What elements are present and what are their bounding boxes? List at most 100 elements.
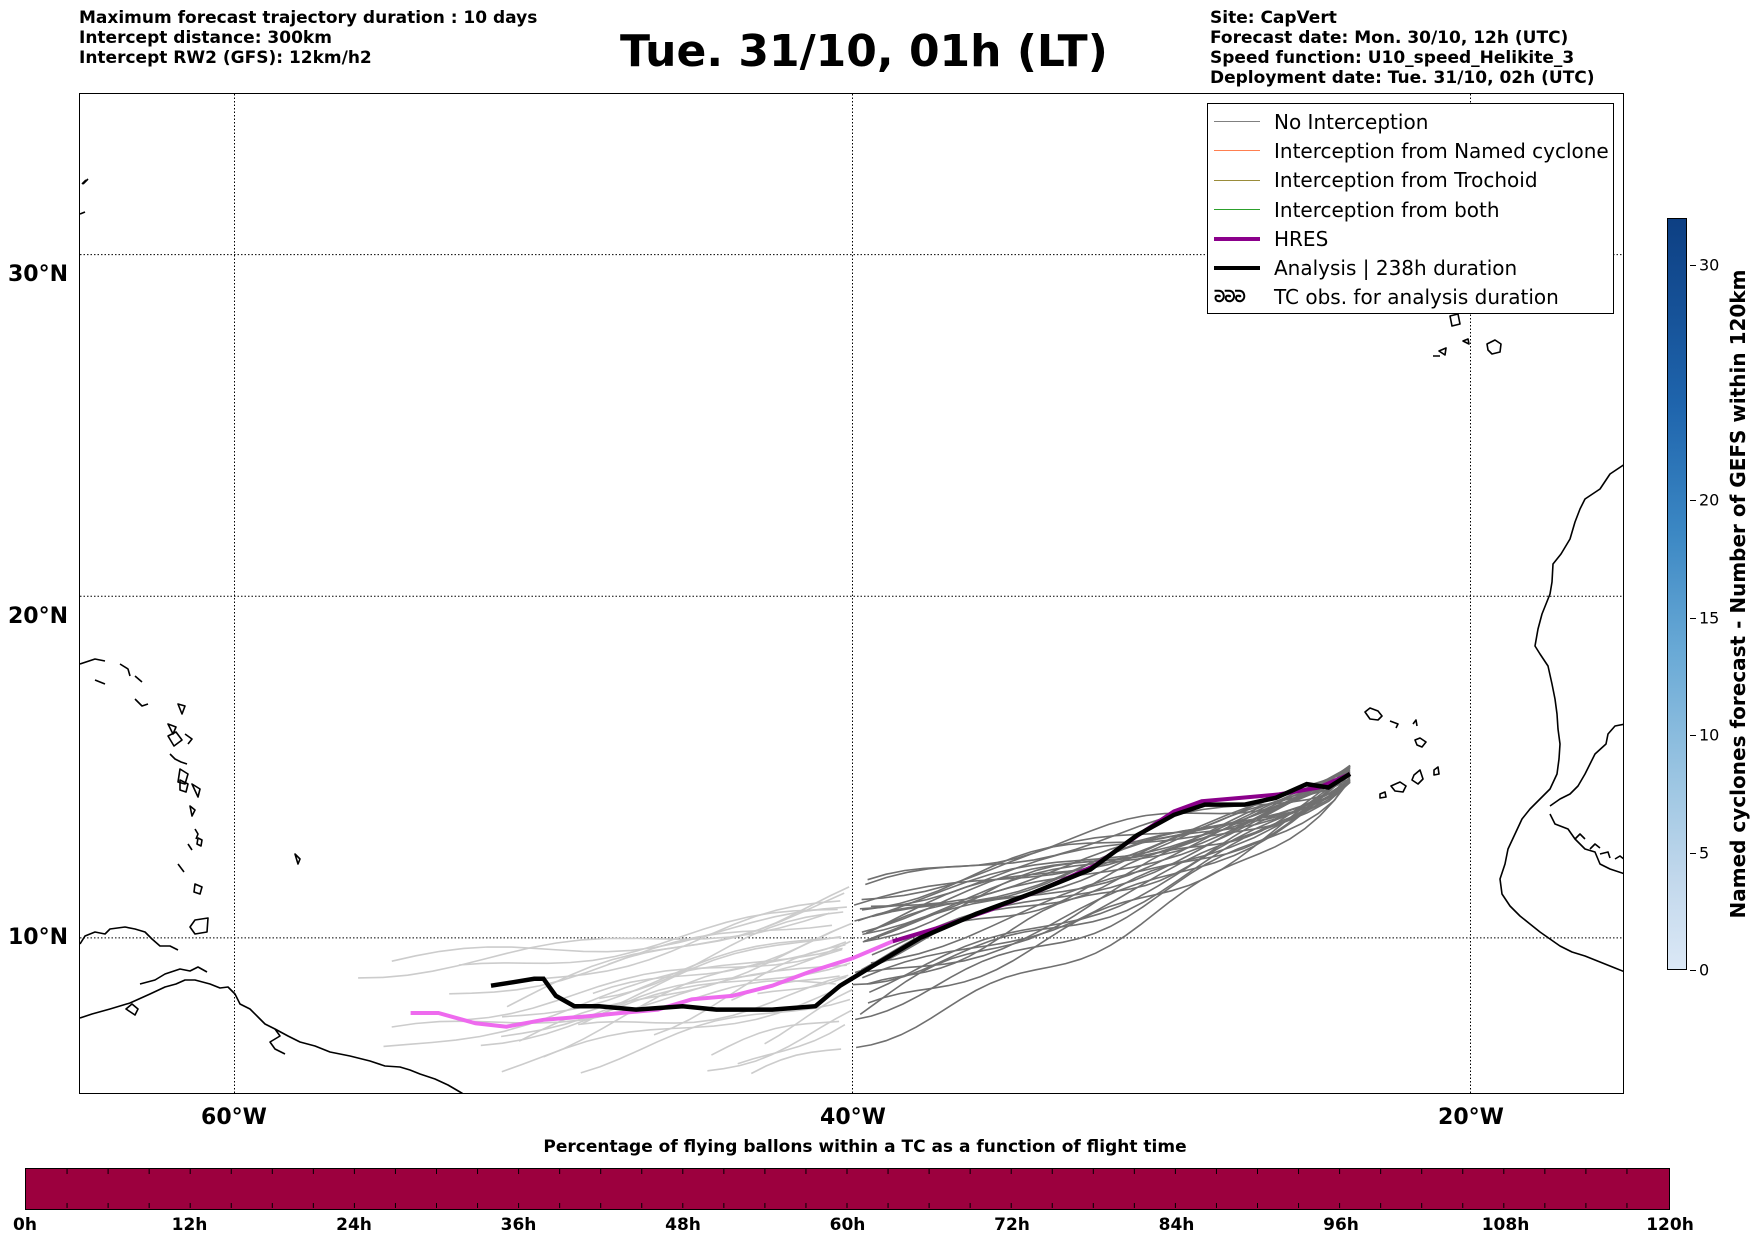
legend-label: HRES (1274, 226, 1329, 251)
intercept-distance-text: Intercept distance: 300km (79, 28, 332, 48)
flight-time-label: 48h (665, 1215, 701, 1235)
speed-function-text: Speed function: U10_speed_Helikite_3 (1210, 48, 1575, 68)
lat-label-30n: 30°N (8, 262, 69, 287)
legend: No Interception Interception from Named … (1207, 103, 1614, 314)
legend-item-no-interception: No Interception (1214, 107, 1613, 136)
colorbar-tick (1690, 265, 1696, 266)
flight-time-label: 84h (1158, 1215, 1195, 1235)
flight-time-label: 120h (1646, 1215, 1694, 1235)
flight-time-label: 12h (171, 1215, 208, 1235)
ensemble-trajectory (580, 998, 851, 1074)
colorbar-tick-label: 0 (1699, 960, 1710, 980)
legend-item-analysis: Analysis | 238h duration (1214, 253, 1613, 282)
ensemble-trajectory (500, 935, 841, 1038)
coast-venezuela-gulf (80, 926, 179, 951)
map-panel[interactable] (79, 93, 1624, 1094)
olive-line-swatch (1214, 179, 1260, 181)
lat-label-20n: 20°N (8, 604, 69, 629)
site-text: Site: CapVert (1210, 8, 1337, 28)
colorbar-tick (1690, 617, 1696, 619)
map-canvas[interactable] (80, 94, 1624, 1094)
ensemble-trajectory (500, 900, 841, 986)
ensemble-trajectory (861, 765, 1351, 901)
ensemble-trajectory (578, 974, 849, 1026)
ensemble-trajectory (711, 1020, 840, 1056)
intercept-rw2-text: Intercept RW2 (GFS): 12km/h2 (79, 48, 372, 68)
purple-line-swatch (1214, 236, 1260, 241)
colorbar-tick (1690, 970, 1696, 971)
flight-time-label: 96h (1323, 1215, 1359, 1235)
ensemble-trajectory (383, 947, 843, 1048)
flight-time-label: 24h (336, 1215, 372, 1235)
coast-guyana-delta (269, 1028, 286, 1055)
analysis-trajectory (490, 771, 1352, 1012)
flight-time-label: 0h (13, 1215, 37, 1235)
ensemble-trajectory (757, 976, 847, 995)
flight-time-colorbar-ticks (66, 1169, 1628, 1208)
max-duration-text: Maximum forecast trajectory duration : 1… (79, 8, 538, 28)
ensemble-trajectory (869, 780, 1351, 933)
flight-time-label: 108h (1481, 1215, 1530, 1235)
ensemble-trajectories (358, 764, 1351, 1075)
coast-guadeloupe (167, 731, 183, 747)
cyclone-colorbar-title: Named cyclones forecast - Number of GEFS… (1726, 269, 1750, 919)
ensemble-trajectory (867, 767, 1351, 973)
ensemble-trajectory (737, 1024, 846, 1065)
colorbar-tick-label: 5 (1699, 843, 1710, 862)
page-title: Tue. 31/10, 01h (LT) (620, 26, 1108, 77)
coastlines (80, 178, 1623, 1093)
ensemble-trajectory (480, 962, 851, 1047)
legend-item-both: Interception from both (1214, 195, 1613, 224)
forecast-date-text: Forecast date: Mon. 30/10, 12h (UTC) (1210, 28, 1569, 48)
flight-time-label: 72h (994, 1215, 1030, 1235)
legend-label: No Interception (1274, 109, 1429, 134)
coast-africa-guinea-bissau (1549, 813, 1623, 875)
ensemble-trajectory (501, 936, 842, 1018)
ensemble-trajectory (581, 940, 851, 1025)
lon-label-40w: 40°W (820, 1105, 886, 1130)
header-right-info: Site: CapVert Forecast date: Mon. 30/10,… (1210, 8, 1595, 88)
flight-time-label: 60h (829, 1215, 866, 1235)
black-line-swatch (1214, 266, 1260, 271)
coast-bijagos (1574, 833, 1623, 860)
coast-virgin (80, 178, 89, 215)
coast-africa-mauritania (1549, 723, 1623, 807)
coast-tobago (193, 883, 203, 895)
coast-africa-west (1499, 464, 1623, 973)
ensemble-trajectory (866, 764, 1351, 942)
ensemble-trajectory (466, 948, 843, 1021)
ensemble-trajectory (868, 779, 1351, 994)
legend-label: Interception from both (1274, 197, 1500, 222)
coast-south-america (80, 979, 464, 1093)
colorbar-tick-label: 20 (1699, 490, 1720, 510)
ensemble-trajectory (859, 765, 1351, 1016)
ensemble-trajectory (855, 775, 1351, 1049)
colorbar-tick-label: 30 (1699, 255, 1720, 275)
legend-item-trochoid: Interception from Trochoid (1214, 166, 1613, 195)
lat-label-10n: 10°N (8, 925, 69, 950)
main-trajectories (410, 771, 1352, 1029)
ensemble-trajectory (867, 767, 1351, 1004)
colorbar-tick (1690, 500, 1696, 501)
flight-time-colorbar (25, 1168, 1670, 1210)
tc-symbol-icon: ᘒᘒᘒ (1214, 287, 1246, 307)
green-line-swatch (1214, 209, 1260, 211)
ensemble-trajectory (506, 892, 845, 1008)
colorbar-tick (1690, 735, 1696, 736)
ensemble-trajectory (501, 986, 842, 1073)
colorbar-tick-label: 10 (1699, 725, 1720, 745)
legend-item-named-cyclone: Interception from Named cyclone (1214, 136, 1613, 165)
coast-lesser-antilles (80, 658, 201, 873)
legend-label: Analysis | 238h duration (1274, 256, 1518, 281)
lon-label-60w: 60°W (201, 1105, 267, 1130)
coast-cape-verde (1364, 707, 1440, 799)
coast-paria (139, 966, 208, 985)
flight-time-label: 36h (500, 1215, 537, 1235)
header-left-info: Maximum forecast trajectory duration : 1… (79, 8, 537, 68)
legend-item-tc-obs: ᘒᘒᘒ TC obs. for analysis duration (1214, 283, 1613, 312)
ensemble-trajectory (707, 1009, 853, 1072)
ensemble-trajectory (863, 774, 1351, 943)
ensemble-trajectory (859, 766, 1351, 910)
ensemble-trajectory (391, 906, 847, 962)
legend-label: Interception from Named cyclone (1274, 138, 1609, 163)
